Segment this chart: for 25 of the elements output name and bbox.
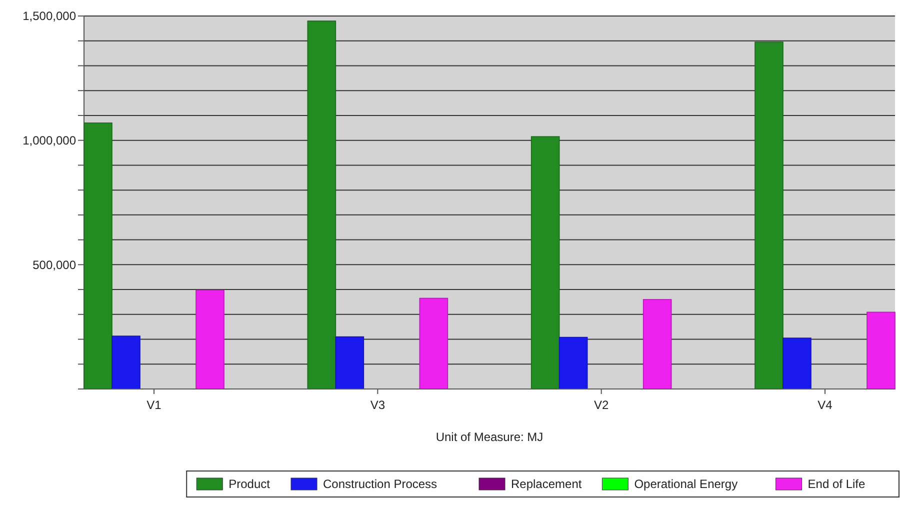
legend-label: Replacement — [511, 477, 582, 492]
y-tick-label: 1,500,000 — [22, 9, 76, 24]
x-tick-label: V4 — [818, 398, 833, 412]
bar — [112, 336, 140, 390]
bar — [866, 312, 896, 390]
bar — [419, 298, 448, 390]
legend-label: End of Life — [808, 477, 866, 492]
x-tick-label: V2 — [594, 398, 609, 412]
legend-label: Operational Energy — [634, 477, 738, 492]
bar — [307, 20, 336, 390]
bar — [335, 336, 364, 390]
bar — [558, 336, 588, 390]
y-tick-label: 500,000 — [32, 258, 76, 272]
x-tick-label: V3 — [370, 398, 386, 412]
x-axis-title: Unit of Measure: MJ — [436, 430, 544, 444]
legend-label: Construction Process — [323, 477, 438, 492]
bar — [530, 136, 560, 390]
x-tick-label: V1 — [146, 398, 162, 412]
legend-label: Product — [228, 477, 271, 492]
bar — [782, 338, 812, 390]
bar — [642, 299, 672, 390]
bar — [84, 122, 112, 390]
bar — [754, 42, 784, 390]
y-tick-label: 1,000,000 — [22, 134, 76, 148]
bar — [196, 290, 224, 390]
